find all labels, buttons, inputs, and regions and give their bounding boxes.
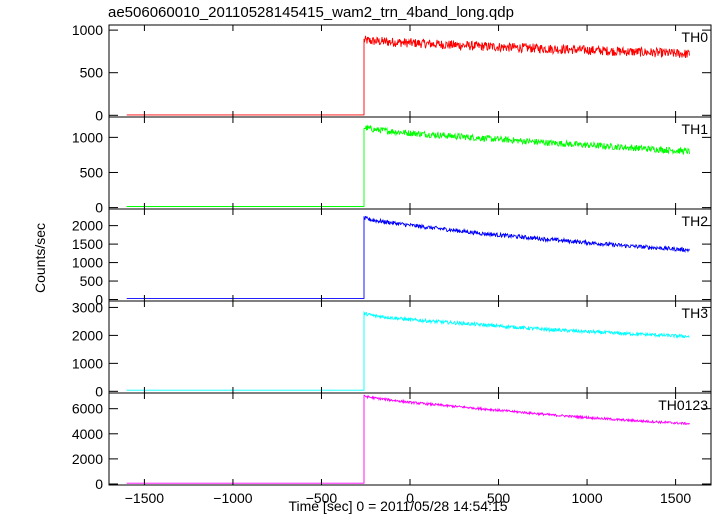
- panel-frame: [108, 208, 712, 302]
- chart-title: ae506060010_20110528145415_wam2_trn_4ban…: [108, 4, 514, 21]
- x-tick-label: 0: [406, 490, 414, 506]
- y-axis-label: Counts/sec: [32, 223, 48, 293]
- x-ticks-group: −1500 −1000 −500 0 500 1000 1500: [125, 490, 692, 506]
- panel-frame: [108, 300, 712, 394]
- panel-th3: 0 1000 2000 3000 TH3: [72, 299, 712, 399]
- panels-group: 0 500 1000 TH0 0 500 1000 TH1 0 500 1000 1500 2000 TH…: [72, 22, 712, 492]
- x-tick-label: 1500: [660, 490, 691, 506]
- y-tick-label: 1000: [72, 22, 103, 38]
- y-tick-label: 2000: [72, 327, 103, 343]
- y-tick-label: 1500: [72, 236, 103, 252]
- panel-th0: 0 500 1000 TH0: [72, 22, 712, 123]
- y-tick-label: 500: [80, 164, 104, 180]
- y-tick-label: 1000: [72, 255, 103, 271]
- panel-frame: [108, 392, 712, 486]
- y-tick-label: 3000: [72, 299, 103, 315]
- panel-th0123: 0 2000 4000 6000 TH0123: [72, 392, 712, 492]
- y-tick-label: 1000: [72, 129, 103, 145]
- y-tick-label: 2000: [72, 451, 103, 467]
- panel-th1: 0 500 1000 TH1: [72, 116, 712, 216]
- panel-frame: [108, 24, 712, 118]
- y-tick-label: 6000: [72, 401, 103, 417]
- panel-th2: 0 500 1000 1500 2000 TH2: [72, 208, 712, 308]
- series-line-th0: [126, 35, 690, 116]
- y-tick-label: 0: [95, 383, 103, 399]
- panel-label: TH0: [682, 29, 709, 45]
- y-tick-label: 500: [80, 273, 104, 289]
- series-line-th3: [126, 310, 690, 391]
- x-tick-label: 1000: [571, 490, 602, 506]
- y-tick-label: 0: [95, 107, 103, 123]
- x-tick-label: −1000: [213, 490, 253, 506]
- y-tick-label: 1000: [72, 355, 103, 371]
- x-tick-label: −1500: [125, 490, 165, 506]
- y-tick-label: 0: [95, 200, 103, 216]
- panel-label: TH2: [682, 213, 709, 229]
- x-tick-label: −500: [306, 490, 338, 506]
- panel-frame: [108, 116, 712, 210]
- y-tick-label: 2000: [72, 218, 103, 234]
- y-tick-label: 0: [95, 292, 103, 308]
- series-line-th2: [126, 215, 690, 299]
- y-tick-label: 0: [95, 476, 103, 492]
- y-tick-label: 4000: [72, 426, 103, 442]
- y-tick-label: 500: [80, 65, 104, 81]
- series-line-th1: [126, 124, 690, 207]
- x-axis-label: Time [sec] 0 = 2011/05/28 14:54:15: [288, 498, 507, 514]
- series-line-th0123: [126, 394, 690, 484]
- panel-label: TH0123: [658, 397, 708, 413]
- panel-label: TH3: [682, 305, 709, 321]
- panel-label: TH1: [682, 121, 709, 137]
- x-tick-label: 500: [487, 490, 511, 506]
